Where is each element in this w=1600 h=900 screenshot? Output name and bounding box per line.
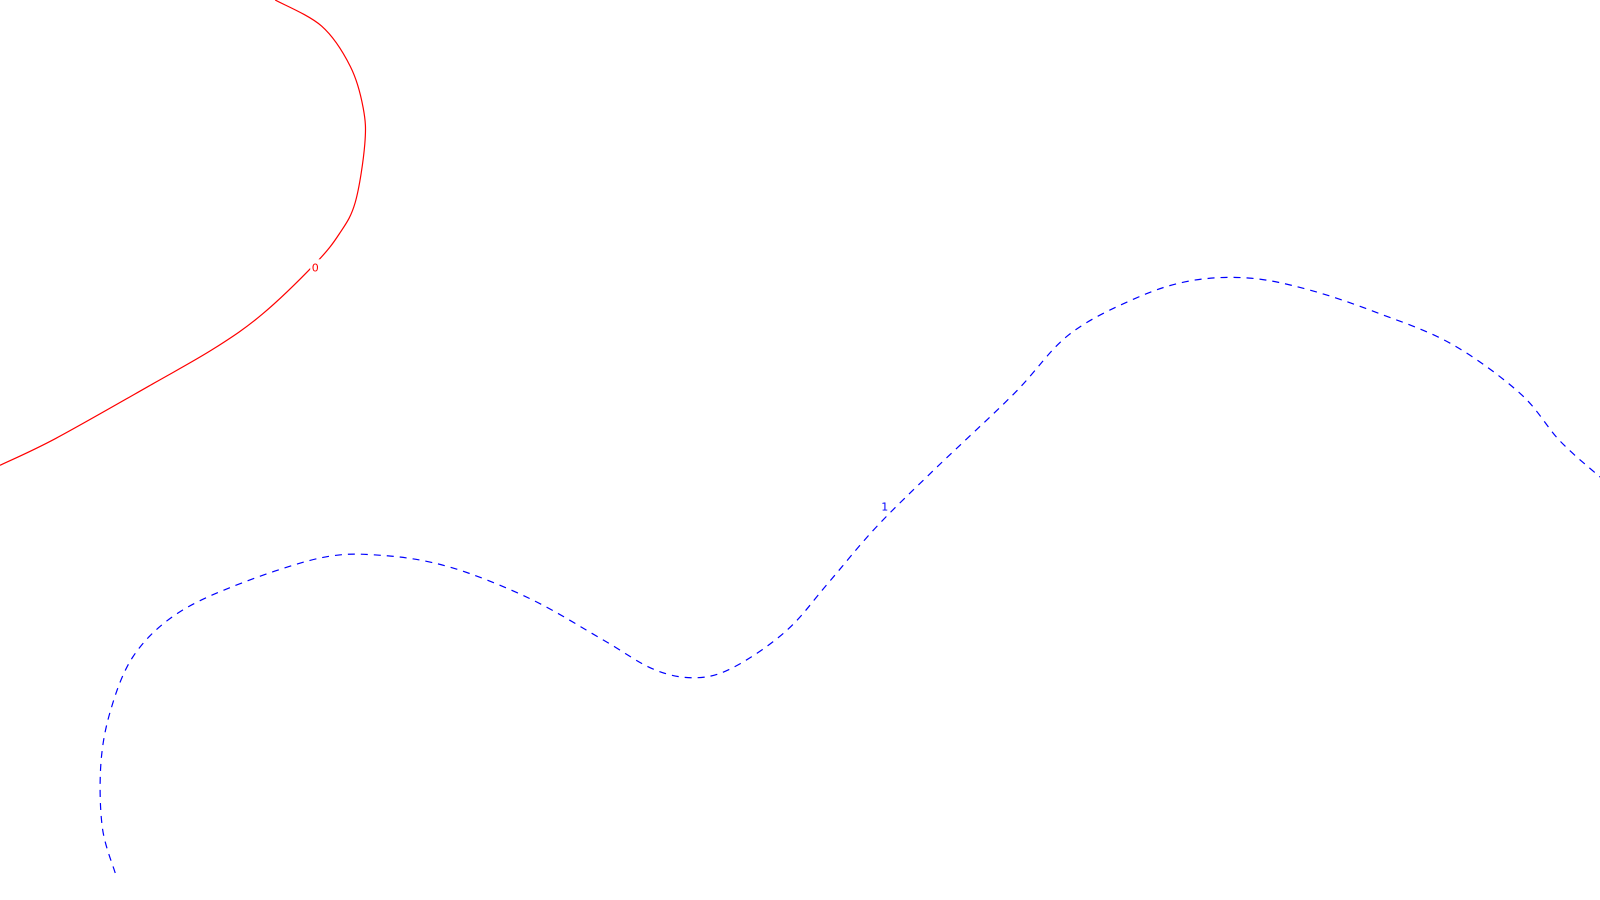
contour-label-level-1: 1 [881,501,888,514]
contour-line-level-1 [99,276,1600,874]
contour-line-level-0 [0,0,367,466]
contour-labels: 01 [310,259,890,514]
contour-lines [0,0,1600,874]
contour-label-background [310,259,321,273]
contour-label-background [879,498,890,512]
contour-label-level-0: 0 [312,261,319,274]
